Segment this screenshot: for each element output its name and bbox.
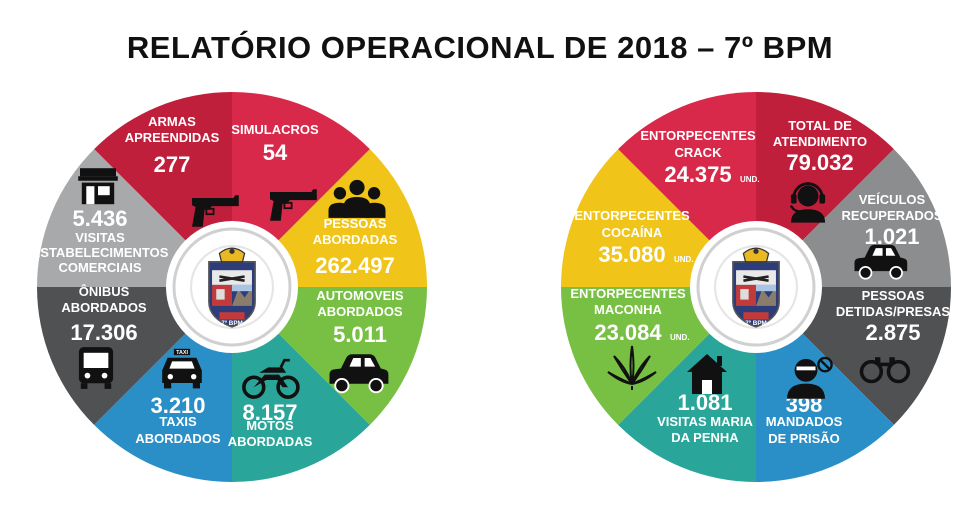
right-segment-mandados [756,330,894,482]
item-value: 5.436 [72,206,127,231]
right-segment-maconha [561,287,713,425]
item-value: 1.081 [677,390,732,415]
item-value: 1.021 [864,224,919,249]
item-label-line2: ABORDADOS [317,304,403,319]
right-item-cocaina: ENTORPECENTES COCAÍNA 35.080 UND. [574,208,693,267]
item-label-line1: VISITAS [75,230,125,245]
right-segment-pessoas_detidas [799,287,951,425]
left-item-taxis: TAXIS ABORDADOS 3.210 [135,348,221,446]
item-label-line1: ENTORPECENTES [570,286,686,301]
item-label-line2: COCAÍNA [602,225,663,240]
item-value: 277 [154,152,191,177]
item-value: 2.875 [865,320,920,345]
item-unit: UND. [670,333,690,342]
left-inner-ring-border [172,227,292,347]
item-label-line2: DETIDAS/PRESAS [836,304,950,319]
emblem-shield [187,242,277,332]
emblem-label: 7º BPM [745,320,767,327]
item-label-line2: ABORDADAS [313,232,398,247]
item-label-line2: DE PRISÃO [768,431,840,446]
item-label-line1: ÔNIBUS [79,284,130,299]
item-value: 17.306 [70,320,137,345]
item-label-line2: ATENDIMENTO [773,134,867,149]
item-label-line1: VISITAS MARIA [657,414,753,429]
item-label-line2: ABORDADAS [228,434,313,449]
item-label-line1: ENTORPECENTES [574,208,690,223]
bus-icon [78,347,114,389]
item-label-line1: PESSOAS [862,288,925,303]
right-segment-cocaina [561,149,713,287]
item-label-line2: APREENDIDAS [125,130,220,145]
item-label-line2: RECUPERADOS [841,208,942,223]
right-emblem: 7º BPM [711,242,801,332]
item-unit: UND. [740,175,760,184]
item-value: 54 [263,140,288,165]
left-item-simulacros: SIMULACROS 54 [231,122,319,222]
right-item-crack: ENTORPECENTES CRACK 24.375 UND. [640,128,759,187]
item-unit: UND. [674,255,694,264]
item-label-line1: PESSOAS [324,216,387,231]
item-value: 5.011 [333,322,387,347]
item-label-line2: ABORDADOS [61,300,147,315]
item-value: 23.084 [594,320,662,345]
left-segment-simulacros [232,92,370,244]
item-label-line2: DA PENHA [671,430,739,445]
right-segment-total [756,92,894,244]
item-label-line1: MOTOS [246,418,294,433]
item-label-line2: ABORDADOS [135,431,221,446]
item-label-line1: TOTAL DE [788,118,852,133]
item-label-line2: ESTABELECIMENTOS [32,245,169,260]
item-value: 79.032 [786,150,853,175]
item-value: 8.157 [242,400,297,425]
right-segment-crack [618,92,756,244]
left-segment-pessoas [275,149,427,287]
item-label-line2: MACONHA [594,302,662,317]
item-value: 35.080 [598,242,665,267]
item-value: 262.497 [315,253,395,278]
left-segment-visitas [37,149,189,287]
left-emblem: 7º BPM [187,242,277,332]
right-inner-ring-border [696,227,816,347]
item-label-line1: MANDADOS [766,414,843,429]
emblem-shield [711,242,801,332]
item-label-line1: AUTOMOVEIS [316,288,403,303]
item-label-line1: SIMULACROS [231,122,319,137]
emblem-label: 7º BPM [221,320,243,327]
item-label-line1: ARMAS [148,114,196,129]
store-icon [78,168,118,205]
right-segment-veiculos [799,149,951,287]
item-label-line2: CRACK [675,145,723,160]
item-label-line1: ENTORPECENTES [640,128,756,143]
item-label-line1: VEÍCULOS [859,192,926,207]
item-label-line1: TAXIS [159,414,197,429]
item-value: 24.375 [664,162,731,187]
item-value: 3.210 [150,393,205,418]
item-label-line3: COMERCIAIS [58,260,141,275]
page-title: RELATÓRIO OPERACIONAL DE 2018 – 7º BPM [126,30,834,65]
